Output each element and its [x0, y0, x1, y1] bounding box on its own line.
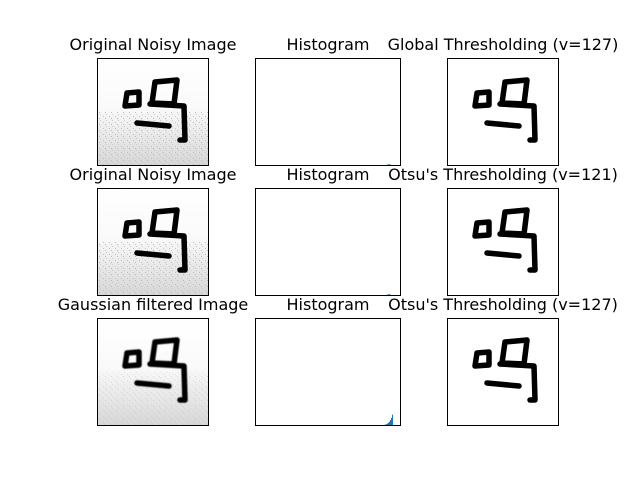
histogram-bar [387, 423, 388, 426]
subplot-1-1: Original Noisy Image [70, 35, 237, 166]
axes-frame [255, 318, 401, 426]
subplot-title: Otsu's Thresholding (v=121) [388, 165, 618, 184]
axes-frame [447, 58, 559, 166]
subplot-2-1: Original Noisy Image [70, 165, 237, 296]
histogram-bar [392, 414, 393, 426]
subplot-title: Otsu's Thresholding (v=127) [388, 295, 618, 314]
subplot-title: Global Thresholding (v=127) [388, 35, 619, 54]
subplot-1-2: Histogram [255, 35, 401, 166]
axes-frame [255, 188, 401, 296]
axes-frame [447, 318, 559, 426]
axes-frame [97, 318, 209, 426]
axes-frame [447, 188, 559, 296]
histogram-bar [391, 417, 392, 426]
histogram-bar [390, 420, 391, 426]
character-glyph-binary [447, 188, 559, 296]
histogram-bar [388, 422, 389, 426]
subplot-title: Histogram [287, 35, 370, 54]
subplot-title: Original Noisy Image [70, 35, 237, 54]
subplot-title: Histogram [287, 165, 370, 184]
subplot-1-3: Global Thresholding (v=127) [388, 35, 619, 166]
subplot-3-3: Otsu's Thresholding (v=127) [388, 295, 618, 426]
axes-frame [255, 58, 401, 166]
subplot-title: Original Noisy Image [70, 165, 237, 184]
axes-frame [97, 188, 209, 296]
subplot-3-2: Histogram [255, 295, 401, 426]
subplot-title: Gaussian filtered Image [58, 295, 249, 314]
axes-frame [97, 58, 209, 166]
subplot-3-1: Gaussian filtered Image [58, 295, 249, 426]
character-glyph-noisy [97, 58, 209, 166]
subplot-2-3: Otsu's Thresholding (v=121) [388, 165, 618, 296]
histogram-bar [389, 421, 390, 426]
character-glyph-noisy [97, 188, 209, 296]
character-glyph-binary [447, 58, 559, 166]
subplot-title: Histogram [287, 295, 370, 314]
character-glyph-binary [447, 318, 559, 426]
character-glyph-blurred [97, 318, 209, 426]
subplot-2-2: Histogram [255, 165, 401, 296]
